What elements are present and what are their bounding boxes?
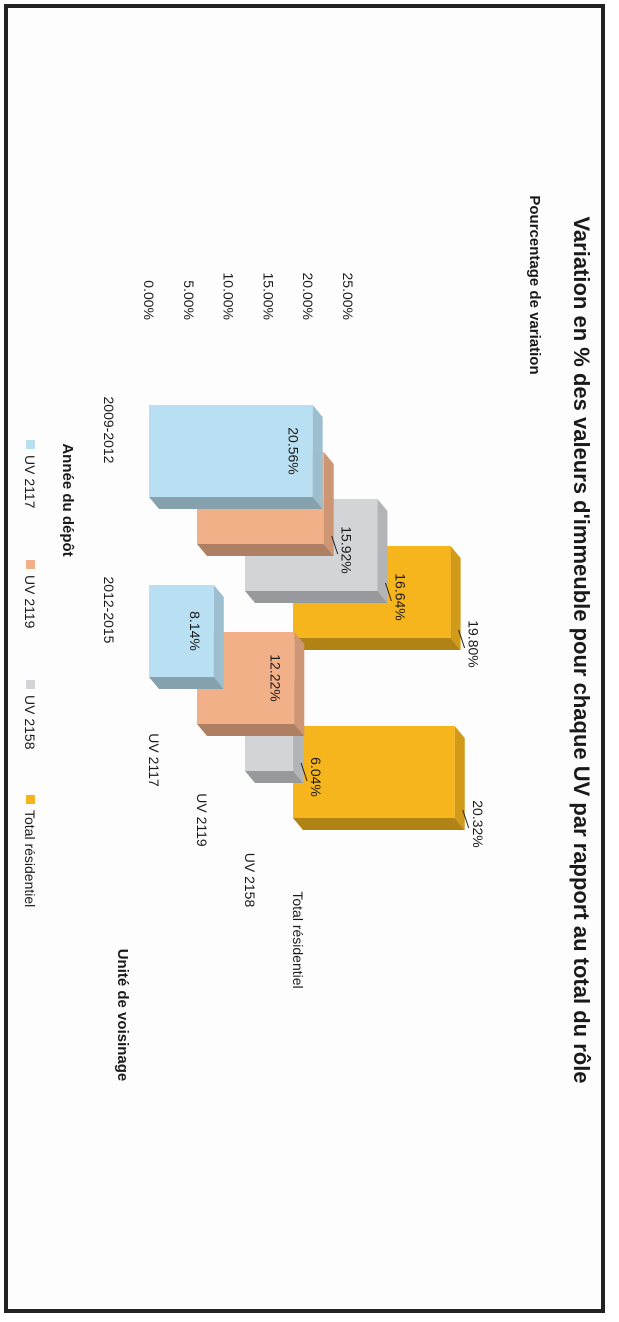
bar-side [149, 677, 224, 689]
leader-line [331, 535, 339, 555]
legend-swatch [26, 795, 35, 804]
depth-axis-title: Unité de voisinage [114, 949, 131, 1082]
depth-axis-labels: UV 2117 UV 2119 UV 2158 Total résidentiel [146, 733, 306, 988]
legend-item: UV 2119 [22, 560, 38, 629]
data-label: 16.64% [392, 573, 408, 620]
bar-front [293, 726, 455, 818]
depth-category-label: UV 2158 [242, 853, 258, 908]
x-category-label: 2012-2015 [101, 577, 117, 644]
chart-frame [4, 4, 605, 1313]
legend-swatch [26, 560, 35, 569]
leader-line [300, 762, 308, 782]
data-label: 20.32% [470, 800, 486, 847]
y-axis-ticks: 0.00% 5.00% 10.00% 15.00% 20.00% 25.00% [141, 273, 356, 320]
depth-category-label: Total résidentiel [290, 891, 306, 988]
bar-top [213, 585, 224, 689]
leader-line [384, 582, 392, 602]
x-axis-categories: 2009-2012 2012-2015 [101, 397, 117, 644]
bar-top [323, 452, 334, 556]
bar-top [454, 726, 465, 830]
bar-side [245, 591, 388, 603]
legend-swatch [26, 680, 35, 689]
y-tick-label: 20.00% [300, 273, 316, 320]
data-labels: 20.32% 19.80% 6.04% 16.64% 12.22% 15.92% 8.14%… [187, 427, 486, 847]
y-tick-label: 25.00% [340, 273, 356, 320]
data-label: 15.92% [339, 526, 355, 573]
legend-item: UV 2117 [22, 440, 38, 509]
x-category-label: 2009-2012 [101, 397, 117, 464]
legend-item: Total résidentiel [22, 795, 38, 907]
y-axis-title: Pourcentage de variation [526, 195, 543, 374]
legend-label: UV 2158 [22, 695, 38, 750]
bar-front [149, 405, 313, 497]
bar-side [197, 724, 305, 736]
bar [293, 726, 465, 830]
data-label: 20.56% [286, 427, 302, 474]
bars-group [149, 405, 465, 830]
legend-label: Total résidentiel [22, 810, 38, 907]
bar-side [245, 771, 304, 783]
bar-side [149, 497, 323, 509]
bar [149, 405, 323, 509]
y-tick-label: 0.00% [141, 280, 157, 320]
legend-item: UV 2158 [22, 680, 38, 750]
legend-swatch [26, 440, 35, 449]
y-tick-label: 15.00% [260, 273, 276, 320]
leader-line [462, 809, 470, 829]
bar-top [450, 546, 461, 650]
data-label: 6.04% [308, 757, 324, 797]
legend-label: UV 2119 [22, 575, 38, 629]
chart-svg: Variation en % des valeurs d'immeuble po… [22, 195, 594, 1083]
data-label: 19.80% [466, 620, 482, 667]
bar-top [377, 499, 388, 603]
depth-category-label: UV 2119 [194, 793, 210, 847]
bar-top [312, 405, 323, 509]
bar-front [149, 585, 214, 677]
bar-side [293, 638, 461, 650]
bar [149, 585, 224, 689]
data-label: 8.14% [187, 611, 203, 651]
depth-category-label: UV 2117 [146, 733, 162, 787]
y-tick-label: 10.00% [221, 273, 237, 320]
bar-top [294, 632, 305, 736]
legend-label: UV 2117 [22, 455, 38, 509]
legend: UV 2117 UV 2119 UV 2158 Total résidentiel [22, 440, 38, 907]
bar-side [197, 544, 334, 556]
x-axis-title: Année du dépôt [59, 443, 76, 556]
rotated-chart-stage: Variation en % des valeurs d'immeuble po… [4, 0, 604, 1322]
data-label: 12.22% [267, 654, 283, 701]
chart-title: Variation en % des valeurs d'immeuble po… [569, 216, 594, 1083]
y-tick-label: 5.00% [181, 280, 197, 320]
leader-line [458, 629, 466, 649]
bar-side [293, 818, 465, 830]
